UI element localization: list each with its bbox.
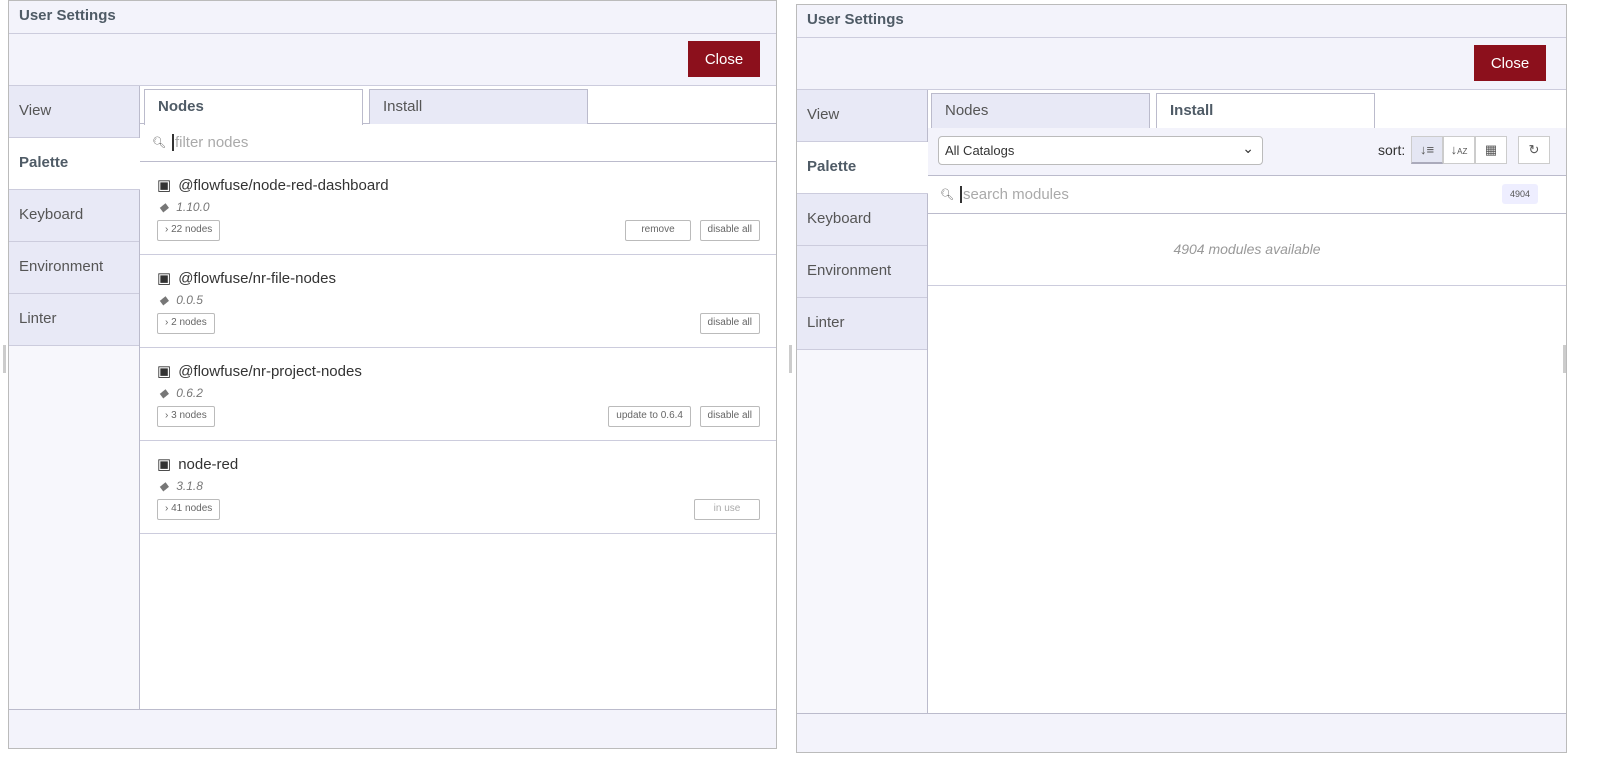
node-count-toggle[interactable]: › 3 nodes: [157, 406, 215, 427]
palette-tabs: Nodes Install: [928, 90, 1566, 129]
tab-install[interactable]: Install: [369, 89, 588, 124]
user-settings-dialog-right: User Settings Close View Palette Keyboar…: [796, 4, 1567, 753]
resize-handle[interactable]: [789, 345, 792, 373]
cube-icon: ▣: [157, 270, 172, 287]
disable-all-button[interactable]: disable all: [699, 313, 760, 334]
tag-icon: ◆: [159, 386, 169, 400]
dialog-toolbar: Close: [797, 38, 1566, 90]
module-version: 0.0.5: [176, 293, 203, 307]
tag-icon: ◆: [159, 200, 169, 214]
modules-available-text: 4904 modules available: [928, 214, 1566, 286]
module-name: node-red: [178, 455, 239, 473]
cube-icon: ▣: [157, 456, 172, 473]
dialog-body: View Palette Keyboard Environment Linter…: [797, 90, 1566, 713]
palette-tabs: Nodes Install: [140, 86, 776, 125]
dialog-title: User Settings: [797, 5, 1566, 38]
user-settings-dialog-left: User Settings Close View Palette Keyboar…: [8, 0, 777, 749]
text-cursor: [171, 134, 174, 151]
cube-icon: ▣: [157, 363, 172, 380]
node-count-toggle[interactable]: › 41 nodes: [157, 499, 221, 520]
catalog-value: All Catalogs: [945, 143, 1015, 158]
dialog-footer: [797, 713, 1566, 752]
resize-handle[interactable]: [1563, 345, 1566, 373]
node-count: 2 nodes: [171, 317, 207, 328]
node-count: 41 nodes: [171, 503, 213, 514]
module-version: 0.6.2: [176, 386, 203, 400]
search-modules-input[interactable]: 🔍︎ search modules 4904: [928, 176, 1566, 214]
close-button[interactable]: Close: [688, 41, 760, 77]
sort-label: sort:: [1378, 142, 1406, 158]
module-item: ▣ node-red ◆ 3.1.8 › 41 nodes in use: [140, 441, 776, 534]
sidebar-item-environment[interactable]: Environment: [797, 246, 927, 298]
node-count-toggle[interactable]: › 22 nodes: [157, 220, 221, 241]
tab-nodes[interactable]: Nodes: [931, 93, 1150, 128]
dialog-footer: [9, 709, 776, 748]
update-button[interactable]: update to 0.6.4: [608, 406, 691, 427]
dialog-body: View Palette Keyboard Environment Linter…: [9, 86, 776, 709]
node-count: 22 nodes: [171, 224, 213, 235]
sort-alpha-icon[interactable]: ↓AZ: [1443, 136, 1475, 164]
tag-icon: ◆: [159, 293, 169, 307]
sidebar-item-keyboard[interactable]: Keyboard: [9, 190, 139, 242]
sidebar-item-view[interactable]: View: [797, 90, 927, 142]
sort-date-icon[interactable]: ▦: [1475, 136, 1507, 164]
sort-relevance-icon[interactable]: ↓≡: [1411, 136, 1443, 164]
search-placeholder: search modules: [962, 186, 1069, 203]
catalog-select[interactable]: All Catalogs ⌄: [938, 136, 1263, 165]
tag-icon: ◆: [159, 479, 169, 493]
module-item: ▣ @flowfuse/node-red-dashboard ◆ 1.10.0 › …: [140, 162, 776, 255]
filter-placeholder: filter nodes: [174, 134, 249, 151]
module-version: 3.1.8: [176, 479, 203, 493]
sidebar-item-linter[interactable]: Linter: [9, 294, 139, 346]
sidebar-item-view[interactable]: View: [9, 86, 139, 138]
module-item: ▣ @flowfuse/nr-file-nodes ◆ 0.0.5 › 2 node…: [140, 255, 776, 348]
install-toolbar: All Catalogs ⌄ sort: ↓≡ ↓AZ ▦ ↻: [928, 128, 1566, 176]
settings-sidebar: View Palette Keyboard Environment Linter: [9, 86, 140, 709]
dialog-toolbar: Close: [9, 34, 776, 86]
sidebar-item-palette[interactable]: Palette: [797, 142, 928, 194]
filter-nodes-input[interactable]: 🔍︎ filter nodes: [140, 124, 776, 162]
module-name: @flowfuse/node-red-dashboard: [178, 176, 389, 194]
disable-all-button[interactable]: disable all: [699, 220, 760, 241]
tab-install[interactable]: Install: [1156, 93, 1375, 129]
disable-all-button[interactable]: disable all: [699, 406, 760, 427]
sidebar-item-linter[interactable]: Linter: [797, 298, 927, 350]
tab-nodes[interactable]: Nodes: [144, 89, 363, 125]
sidebar-item-environment[interactable]: Environment: [9, 242, 139, 294]
in-use-button: in use: [694, 499, 760, 520]
refresh-icon[interactable]: ↻: [1518, 136, 1550, 164]
text-cursor: [959, 186, 962, 203]
module-count-badge: 4904: [1501, 184, 1538, 204]
cube-icon: ▣: [157, 177, 172, 194]
module-list: ▣ @flowfuse/node-red-dashboard ◆ 1.10.0 › …: [140, 162, 776, 534]
resize-handle[interactable]: [3, 345, 6, 373]
sidebar-item-keyboard[interactable]: Keyboard: [797, 194, 927, 246]
dialog-title: User Settings: [9, 1, 776, 34]
palette-main: Nodes Install All Catalogs ⌄ sort: ↓≡ ↓AZ…: [928, 90, 1566, 713]
node-count-toggle[interactable]: › 2 nodes: [157, 313, 215, 334]
settings-sidebar: View Palette Keyboard Environment Linter: [797, 90, 928, 713]
search-icon: 🔍︎: [940, 189, 954, 201]
remove-button[interactable]: remove: [625, 220, 691, 241]
module-name: @flowfuse/nr-file-nodes: [178, 269, 336, 287]
search-icon: 🔍︎: [152, 137, 166, 149]
palette-main: Nodes Install 🔍︎ filter nodes ▣ @flowfuse…: [140, 86, 776, 709]
module-name: @flowfuse/nr-project-nodes: [178, 362, 362, 380]
close-button[interactable]: Close: [1474, 45, 1546, 81]
chevron-down-icon: ⌄: [1242, 140, 1254, 156]
module-item: ▣ @flowfuse/nr-project-nodes ◆ 0.6.2 › 3 n…: [140, 348, 776, 441]
node-count: 3 nodes: [171, 410, 207, 421]
module-version: 1.10.0: [176, 200, 210, 214]
sidebar-item-palette[interactable]: Palette: [9, 138, 140, 190]
